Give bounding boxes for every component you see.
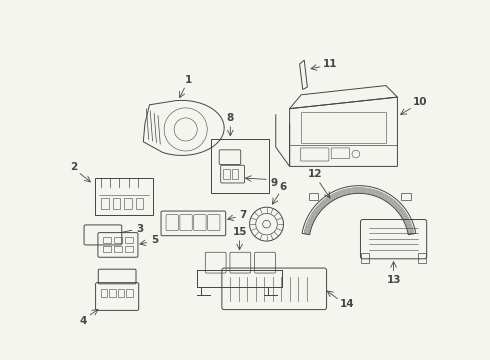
Text: 15: 15 bbox=[232, 227, 247, 237]
Bar bbox=[301, 112, 386, 143]
Bar bbox=[101, 198, 109, 209]
Bar bbox=[126, 289, 132, 297]
Bar bbox=[114, 246, 122, 252]
Text: 6: 6 bbox=[280, 182, 287, 192]
Bar bbox=[211, 139, 269, 193]
Text: 10: 10 bbox=[413, 98, 428, 108]
Text: 5: 5 bbox=[151, 235, 158, 245]
Bar bbox=[113, 198, 120, 209]
Text: 11: 11 bbox=[323, 59, 338, 69]
Bar bbox=[125, 246, 132, 252]
Text: 8: 8 bbox=[227, 113, 234, 123]
Bar bbox=[125, 237, 132, 243]
Text: 1: 1 bbox=[184, 75, 192, 85]
Bar bbox=[309, 193, 318, 199]
Bar bbox=[103, 237, 111, 243]
Bar bbox=[114, 237, 122, 243]
Text: 14: 14 bbox=[340, 299, 355, 309]
Bar bbox=[109, 289, 116, 297]
Text: 12: 12 bbox=[308, 169, 322, 179]
Bar bbox=[95, 178, 152, 215]
Bar bbox=[418, 253, 426, 263]
Bar bbox=[401, 193, 411, 199]
Bar bbox=[124, 198, 132, 209]
Bar bbox=[361, 253, 369, 263]
Bar bbox=[118, 289, 124, 297]
Bar bbox=[197, 270, 282, 287]
Bar bbox=[103, 246, 111, 252]
Bar bbox=[232, 170, 238, 179]
Bar bbox=[101, 289, 107, 297]
Bar bbox=[136, 198, 143, 209]
Bar bbox=[223, 170, 229, 179]
Text: 4: 4 bbox=[79, 316, 87, 326]
Text: 9: 9 bbox=[270, 177, 278, 188]
Text: 2: 2 bbox=[70, 162, 77, 172]
Text: 3: 3 bbox=[136, 224, 143, 234]
Text: 13: 13 bbox=[386, 275, 401, 285]
Text: 7: 7 bbox=[240, 210, 247, 220]
